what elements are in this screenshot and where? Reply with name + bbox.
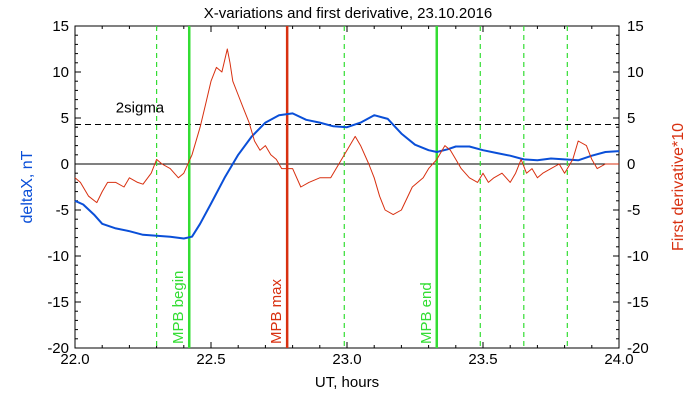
series-line-derivative: [74, 48, 619, 216]
x-tick-label: 23.5: [468, 351, 497, 368]
y-axis-label-right: First derivative*10: [670, 123, 687, 251]
y-tick-label-left: 5: [61, 110, 69, 127]
y-tick-label-left: -10: [47, 248, 69, 265]
y-tick-label-left: -15: [47, 294, 69, 311]
event-line-label: MPB begin: [170, 271, 187, 344]
x-axis-ticks: 22.0 22.5 23.0 23.5 24.0: [60, 26, 634, 368]
y-tick-label-left: 10: [52, 64, 69, 81]
y-tick-label-left: -5: [56, 202, 69, 219]
y-tick-label-right: 10: [627, 64, 644, 81]
y-tick-label-right: 15: [627, 18, 644, 35]
chart-title: X-variations and first derivative, 23.10…: [204, 5, 493, 22]
y-axis-ticks: -20 -20 -15 -15 -10 -10 -5 -5 0 0 5 5 10 10 15 15: [47, 18, 648, 357]
y-tick-label-right: 5: [627, 110, 635, 127]
y-tick-label-right: -15: [627, 294, 649, 311]
x-tick-label: 24.0: [604, 351, 633, 368]
x-axis-label: UT, hours: [315, 374, 379, 391]
x-tick-label: 22.5: [196, 351, 225, 368]
event-line-label: MPB max: [268, 278, 285, 344]
y-tick-label-right: -20: [627, 340, 649, 357]
y-tick-label-left: 0: [61, 156, 69, 173]
series-line-deltax: [74, 112, 620, 240]
x-tick-label: 23.0: [332, 351, 361, 368]
data-series: [74, 48, 620, 240]
event-line-label: MPB end: [418, 282, 435, 344]
x-tick-label: 22.0: [60, 351, 89, 368]
threshold-label: 2sigma: [116, 99, 165, 116]
y-tick-label-right: -10: [627, 248, 649, 265]
event-lines: MPB begin MPB max MPB end: [156, 26, 568, 348]
y-tick-label-left: -20: [47, 340, 69, 357]
y-tick-label-right: 0: [627, 156, 635, 173]
y-axis-label-left: deltaX, nT: [19, 150, 36, 223]
y-tick-label-left: 15: [52, 18, 69, 35]
y-tick-label-right: -5: [627, 202, 640, 219]
